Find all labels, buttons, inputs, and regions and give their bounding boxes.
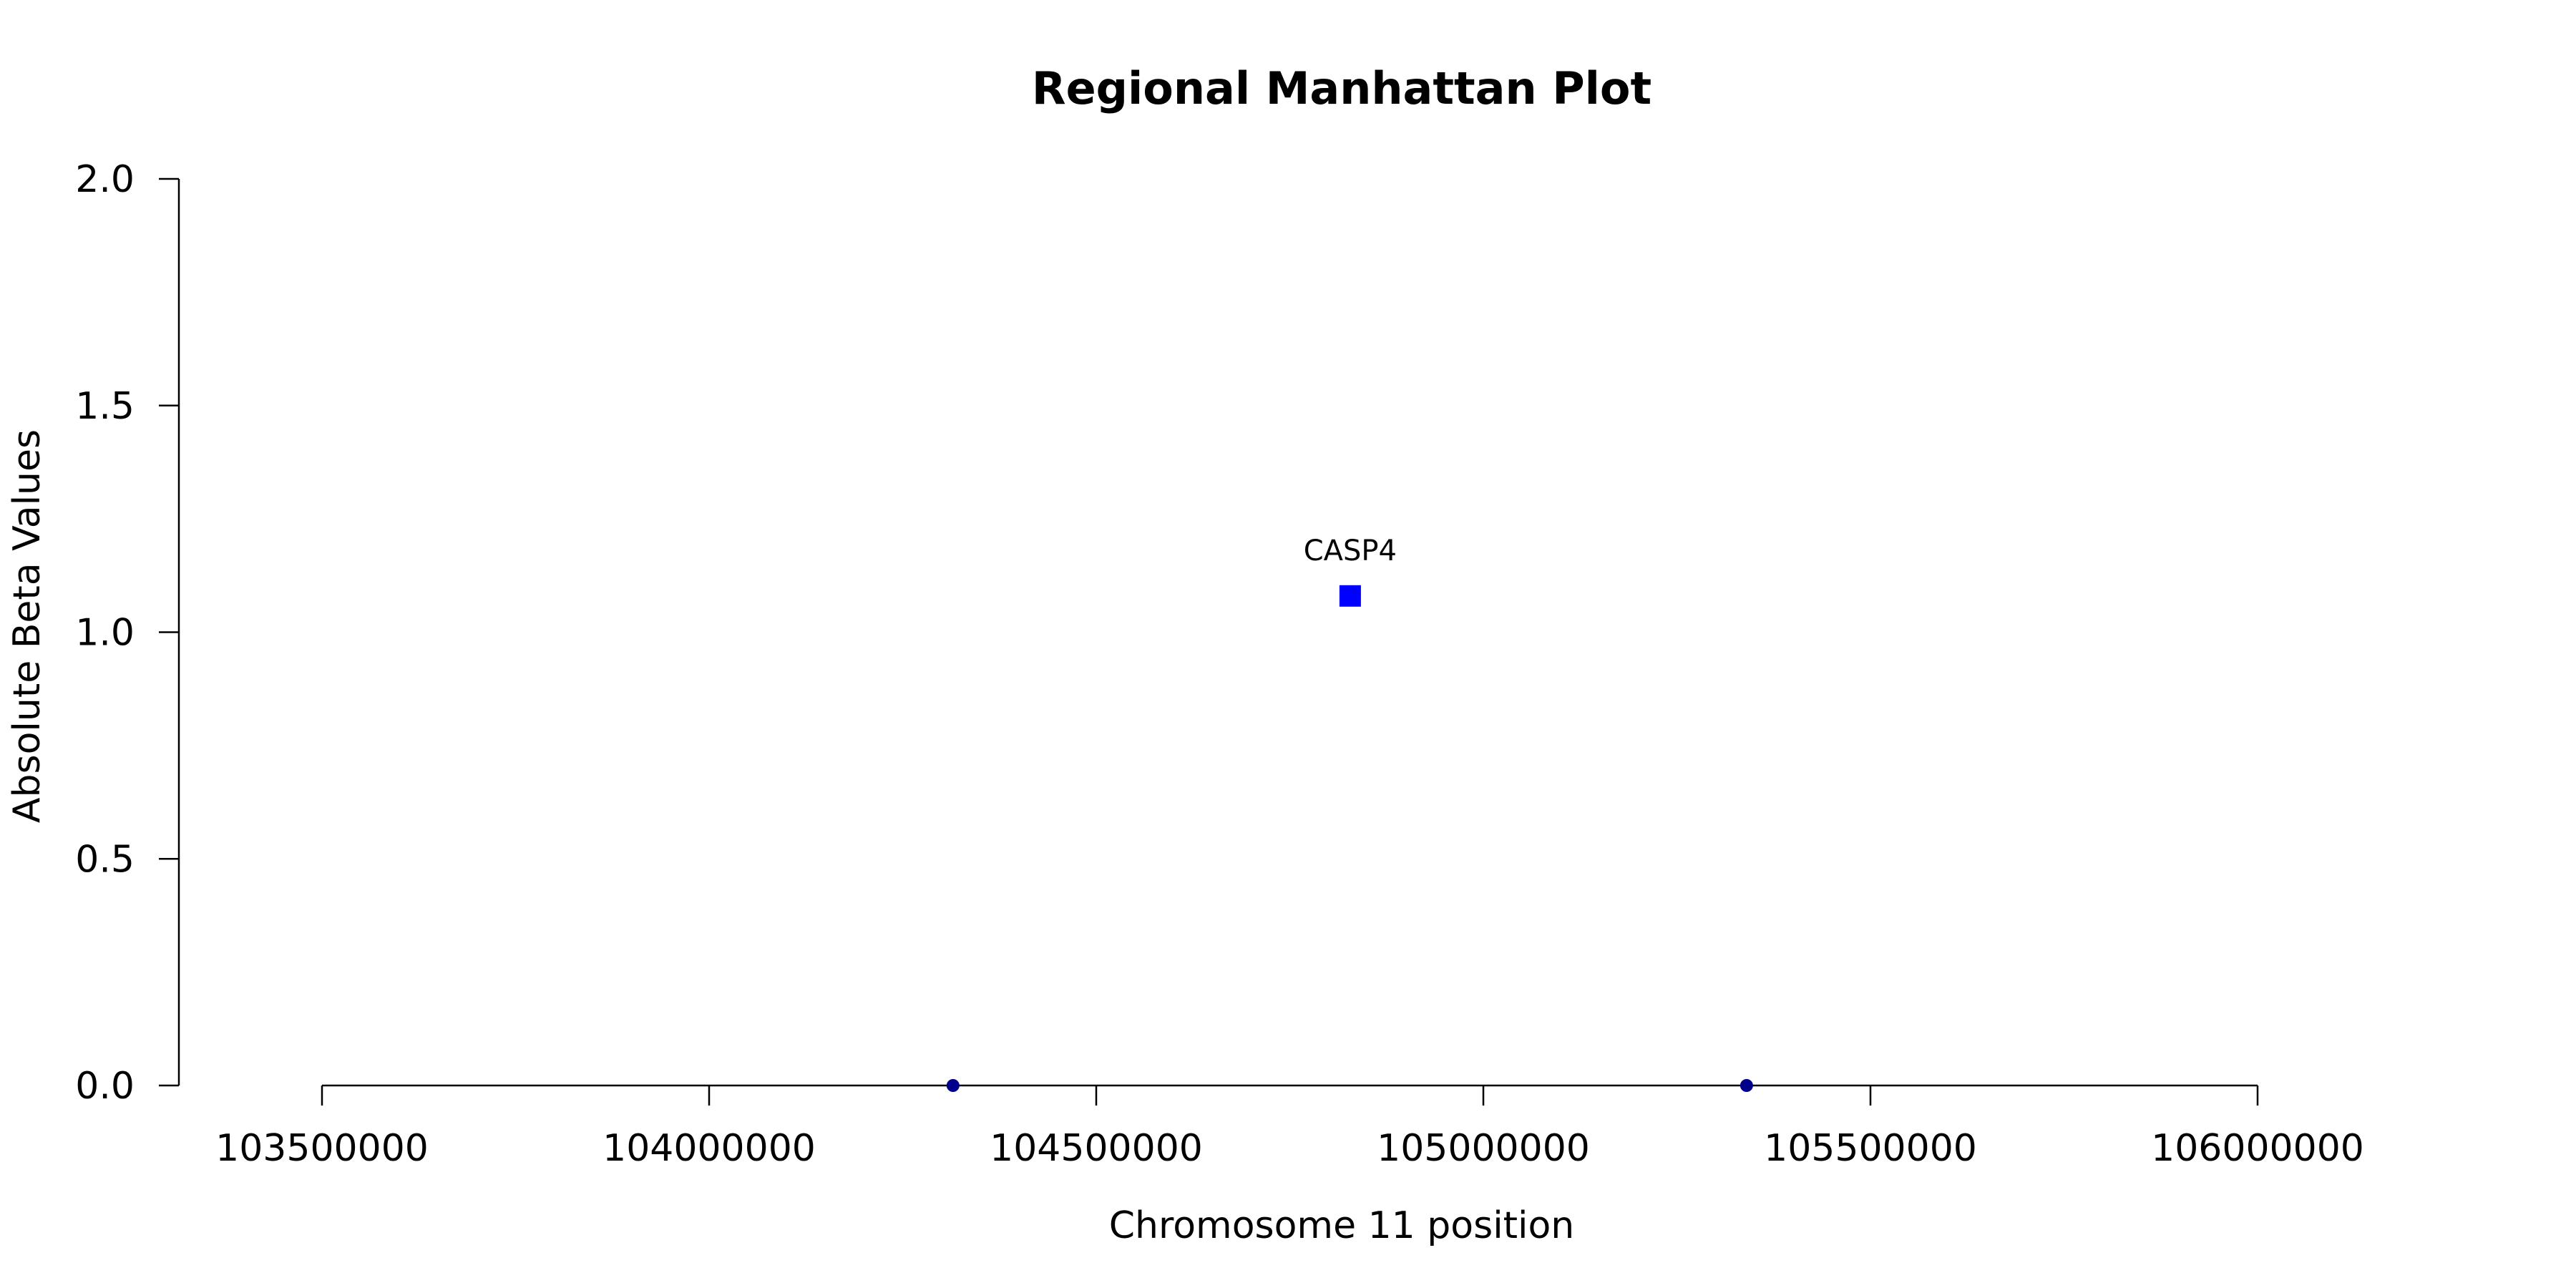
data-points: CASP4	[946, 535, 1753, 1092]
point-label: CASP4	[1304, 535, 1397, 567]
x-tick-label: 103500000	[215, 1127, 429, 1170]
data-point-circle	[946, 1079, 960, 1092]
y-axis-label: Absolute Beta Values	[6, 429, 49, 823]
x-tick-label: 106000000	[2151, 1127, 2364, 1170]
y-tick-label: 0.5	[75, 838, 135, 881]
chart-title: Regional Manhattan Plot	[1032, 62, 1652, 114]
x-axis: 103500000 104000000 104500000 105000000 1055…	[215, 1084, 2364, 1170]
x-tick-label: 104000000	[602, 1127, 816, 1170]
data-point-circle	[1740, 1079, 1753, 1092]
y-tick-label: 1.0	[75, 612, 135, 655]
y-tick-label: 1.5	[75, 385, 135, 428]
x-tick-label: 105000000	[1377, 1127, 1590, 1170]
data-point-square	[1339, 585, 1361, 607]
x-tick-label: 104500000	[990, 1127, 1203, 1170]
y-tick-label: 0.0	[75, 1065, 135, 1108]
y-axis: 0.0 0.5 1.0 1.5 2.0	[75, 158, 180, 1108]
x-tick-label: 105500000	[1764, 1127, 1977, 1170]
x-axis-label: Chromosome 11 position	[1109, 1204, 1575, 1247]
y-tick-label: 2.0	[75, 158, 135, 201]
